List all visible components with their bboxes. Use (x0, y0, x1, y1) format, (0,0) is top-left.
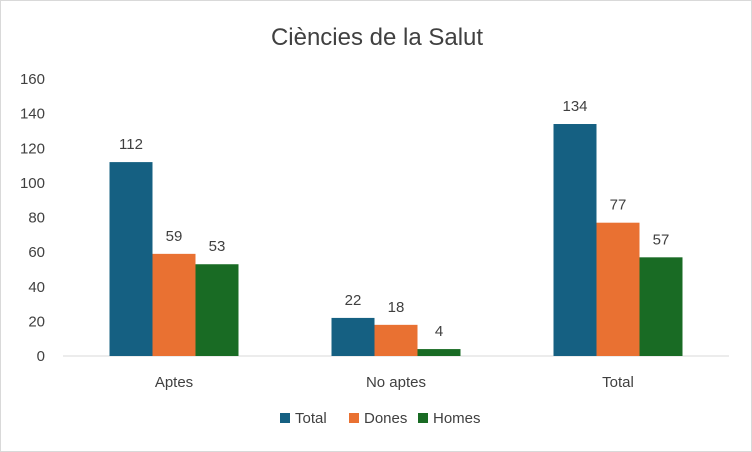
bar-total (553, 124, 597, 356)
legend-label: Total (295, 410, 327, 427)
bar-dones (374, 324, 418, 356)
data-label: 53 (209, 238, 226, 255)
x-tick-label: No aptes (366, 374, 426, 391)
data-label: 112 (119, 136, 143, 153)
data-labels: 112 59 53 22 18 4 134 77 57 (119, 98, 669, 340)
data-label: 22 (345, 292, 362, 309)
bars (109, 124, 683, 356)
data-label: 57 (653, 231, 670, 248)
data-label: 4 (435, 323, 443, 340)
x-axis: Aptes No aptes Total (63, 355, 729, 391)
y-tick-label: 120 (20, 140, 45, 157)
chart-title: Ciències de la Salut (271, 24, 483, 51)
bar-dones (596, 222, 640, 356)
bar-total (331, 317, 375, 356)
data-label: 18 (388, 299, 405, 316)
legend-swatch (418, 413, 428, 423)
legend-swatch (349, 413, 359, 423)
legend-label: Dones (364, 410, 407, 427)
bar-total (109, 162, 153, 356)
y-axis: 0 20 40 60 80 100 120 140 160 (20, 71, 45, 365)
bar-homes (639, 257, 683, 356)
x-tick-label: Total (602, 374, 634, 391)
legend: Total Dones Homes (280, 410, 481, 427)
y-tick-label: 60 (28, 244, 45, 261)
legend-label: Homes (433, 410, 481, 427)
y-tick-label: 100 (20, 175, 45, 192)
bar-homes (195, 264, 239, 356)
y-tick-label: 80 (28, 210, 45, 227)
y-tick-label: 160 (20, 71, 45, 88)
y-tick-label: 0 (37, 348, 45, 365)
x-tick-label: Aptes (155, 374, 193, 391)
y-tick-label: 140 (20, 106, 45, 123)
data-label: 59 (166, 228, 183, 245)
data-label: 77 (610, 197, 627, 214)
legend-swatch (280, 413, 290, 423)
bar-dones (152, 253, 196, 356)
y-tick-label: 20 (28, 313, 45, 330)
y-tick-label: 40 (28, 279, 45, 296)
data-label: 134 (562, 98, 587, 115)
bar-homes (417, 349, 461, 356)
